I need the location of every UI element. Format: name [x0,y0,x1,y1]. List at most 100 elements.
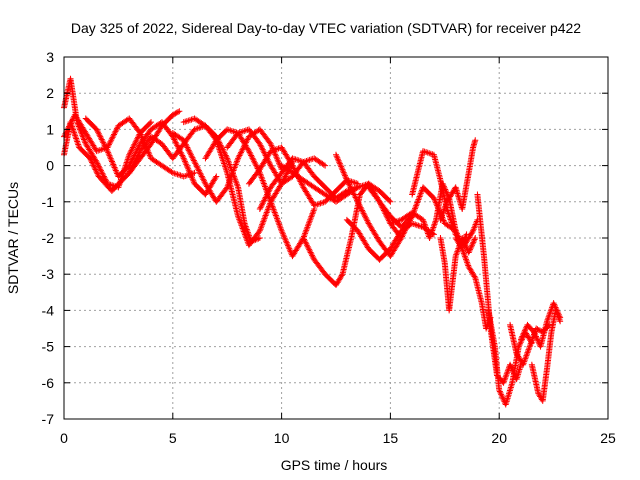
data-point [519,333,526,340]
data-point [282,172,289,179]
data-point [351,193,358,200]
data-point [337,162,344,169]
data-point [200,177,207,184]
data-point [354,197,361,204]
data-point [551,301,558,308]
data-point [65,124,72,131]
data-point [268,142,275,149]
data-point [237,151,244,158]
data-point [275,158,282,165]
data-point [300,235,307,241]
data-point [96,132,103,139]
data-point [112,167,119,174]
data-point [334,156,341,163]
data-point [91,163,98,170]
data-point [63,127,70,134]
data-point [179,152,186,159]
data-point [132,140,139,147]
data-point [266,159,273,166]
x-tick-label: 0 [60,430,68,446]
data-point [107,138,114,145]
data-point [459,235,466,241]
data-point [189,154,196,161]
data-point [126,151,133,158]
data-points [61,75,564,408]
data-point [189,176,196,183]
data-point [95,130,102,137]
data-point [132,156,139,163]
data-point [190,157,197,164]
data-point [181,158,188,165]
data-point [251,158,258,165]
data-point [532,332,539,339]
data-point [359,208,366,215]
data-point [172,110,179,117]
data-point [468,243,475,250]
data-point [338,272,345,279]
data-point [236,152,243,159]
data-point [274,157,281,164]
data-point [335,157,342,164]
data-point [134,135,141,142]
data-point [250,156,257,163]
data-point [463,243,470,250]
data-point [191,158,198,165]
data-point [188,173,195,180]
data-point [148,119,155,126]
data-point [517,340,524,347]
data-point [186,148,193,155]
data-point [94,170,101,177]
data-point [88,158,95,165]
data-point [338,165,345,172]
data-point [431,196,438,203]
data-point [198,172,205,179]
data-point [87,156,94,163]
data-point [301,237,308,244]
data-point [496,388,503,395]
data-point [129,164,136,171]
data-point [134,152,141,159]
data-point [192,160,199,167]
data-point [187,170,194,177]
y-tick-labels: -7 -6 -5 -4 -3 -2 -1 0 1 2 3 [42,49,55,427]
data-point [446,212,453,219]
data-point [193,163,200,170]
data-point [169,111,176,118]
data-point [430,195,437,202]
data-point [470,237,477,244]
data-point [307,249,314,256]
data-point [259,145,266,152]
data-point [352,194,359,201]
data-point [110,132,117,139]
data-point [279,230,286,237]
data-point [469,229,476,236]
x-axis-label: GPS time / hours [281,457,388,473]
data-point [521,329,528,336]
data-point [71,131,78,138]
data-point [336,159,343,166]
data-point [74,140,81,147]
data-point [498,392,505,399]
data-point [451,228,458,235]
data-point [127,168,134,175]
data-point [261,195,268,202]
series-track-3 [61,111,198,180]
data-point [183,161,190,168]
series-track-18 [409,148,481,249]
data-point [133,155,140,162]
data-point [109,134,116,141]
data-point [187,151,194,158]
data-point [353,195,360,202]
data-point [260,198,267,205]
data-point [145,149,152,156]
data-point [237,149,244,156]
data-point [309,253,316,260]
data-point [93,158,100,165]
data-point [131,159,138,166]
data-point [467,246,474,253]
data-point [257,142,264,149]
data-point [359,207,366,214]
data-point [551,303,558,310]
data-point [95,129,102,136]
data-point [531,329,538,336]
